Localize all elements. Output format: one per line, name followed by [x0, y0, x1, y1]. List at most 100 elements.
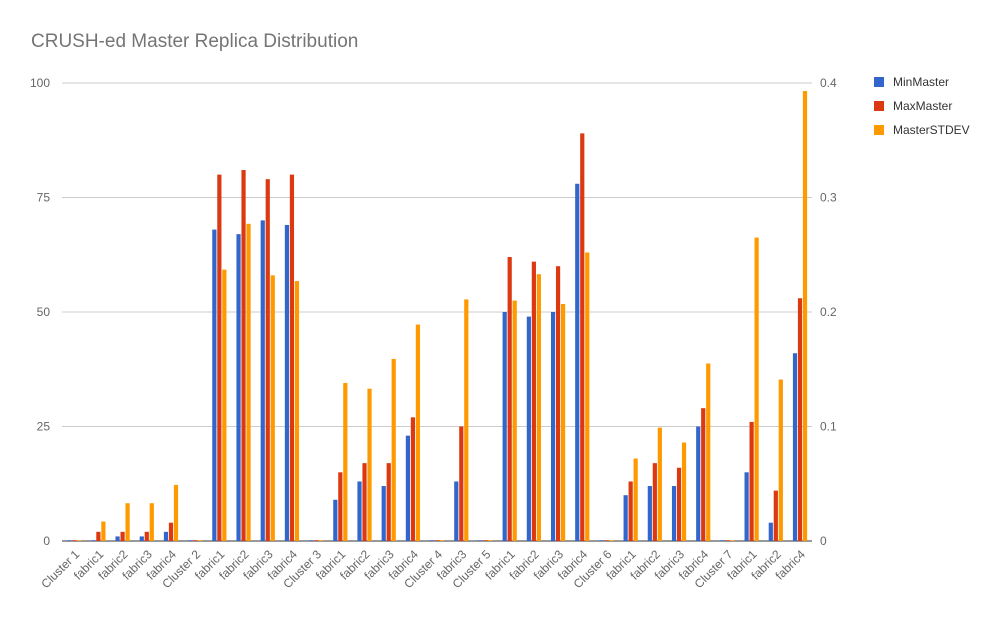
- bar-minmaster: [502, 312, 507, 541]
- bar-minmaster: [647, 486, 652, 541]
- bar-masterstdev: [681, 442, 687, 541]
- bar-masterstdev: [657, 427, 662, 541]
- bar-masterstdev: [319, 540, 324, 541]
- bar-minmaster: [163, 531, 169, 541]
- bar-minmaster: [720, 540, 725, 541]
- bar-maxmaster: [531, 261, 536, 541]
- bar-maxmaster: [701, 408, 706, 541]
- bar-masterstdev: [125, 503, 130, 541]
- bar-maxmaster: [217, 174, 222, 541]
- bar-masterstdev: [367, 388, 372, 541]
- bar-maxmaster: [459, 426, 464, 541]
- bar-masterstdev: [391, 358, 396, 541]
- bar-maxmaster: [797, 298, 803, 541]
- bar-masterstdev: [173, 484, 179, 541]
- bar-minmaster: [478, 540, 483, 541]
- bar-minmaster: [91, 540, 96, 541]
- bar-masterstdev: [222, 269, 227, 541]
- bar-minmaster: [696, 426, 701, 541]
- legend-swatch: [874, 101, 884, 111]
- bar-minmaster: [430, 540, 435, 541]
- y2-tick-label: 0.1: [820, 420, 837, 434]
- bar-minmaster: [212, 229, 217, 541]
- bar-maxmaster: [144, 531, 149, 541]
- bar-masterstdev: [754, 237, 759, 541]
- bar-minmaster: [381, 486, 386, 541]
- bar-masterstdev: [778, 379, 783, 541]
- bar-maxmaster: [168, 522, 174, 541]
- y2-tick-label: 0: [820, 534, 827, 548]
- bar-masterstdev: [440, 540, 445, 541]
- bar-masterstdev: [560, 303, 566, 541]
- bar-minmaster: [550, 312, 556, 541]
- bar-masterstdev: [464, 299, 469, 541]
- bar-masterstdev: [512, 300, 517, 541]
- bar-minmaster: [623, 495, 628, 541]
- bar-maxmaster: [725, 540, 730, 541]
- bar-minmaster: [115, 536, 120, 541]
- bar-maxmaster: [749, 421, 754, 541]
- bar-minmaster: [236, 234, 241, 541]
- bar-masterstdev: [488, 540, 493, 541]
- bar-minmaster: [260, 220, 265, 541]
- y2-tick-label: 0.3: [820, 191, 837, 205]
- bar-maxmaster: [314, 540, 319, 541]
- bar-minmaster: [792, 353, 798, 541]
- bar-masterstdev: [77, 540, 82, 541]
- y2-tick-label: 0.2: [820, 305, 837, 319]
- bar-maxmaster: [241, 170, 246, 541]
- bar-maxmaster: [362, 463, 367, 541]
- legend-label: MaxMaster: [893, 99, 952, 113]
- y-tick-label: 0: [43, 534, 50, 548]
- bar-minmaster: [357, 481, 362, 541]
- bar-masterstdev: [101, 521, 106, 541]
- chart-title: CRUSH-ed Master Replica Distribution: [31, 31, 359, 52]
- bar-minmaster: [526, 316, 531, 541]
- bar-masterstdev: [536, 274, 541, 541]
- bar-maxmaster: [96, 531, 101, 541]
- bar-maxmaster: [628, 481, 633, 541]
- bar-minmaster: [284, 224, 290, 542]
- y2-tick-label: 0.4: [820, 76, 837, 90]
- bar-maxmaster: [386, 463, 391, 541]
- bar-minmaster: [671, 486, 677, 541]
- bar-minmaster: [575, 183, 580, 541]
- bar-masterstdev: [730, 540, 735, 541]
- bar-minmaster: [744, 472, 749, 541]
- bar-maxmaster: [507, 257, 512, 541]
- y-tick-label: 100: [30, 76, 50, 90]
- legend-swatch: [874, 125, 884, 135]
- bar-minmaster: [333, 499, 338, 541]
- bar-masterstdev: [294, 281, 300, 541]
- legend-label: MinMaster: [893, 75, 949, 89]
- bar-maxmaster: [338, 472, 343, 541]
- bar-minmaster: [309, 540, 314, 541]
- bar-maxmaster: [410, 417, 416, 541]
- bar-masterstdev: [343, 382, 348, 541]
- bar-maxmaster: [265, 179, 270, 541]
- bar-masterstdev: [633, 458, 638, 541]
- bar-maxmaster: [483, 540, 488, 541]
- bar-maxmaster: [555, 266, 561, 541]
- legend-label: MasterSTDEV: [893, 123, 970, 137]
- bar-maxmaster: [652, 463, 657, 541]
- bar-maxmaster: [604, 540, 609, 541]
- bar-minmaster: [139, 536, 144, 541]
- bar-masterstdev: [585, 252, 590, 541]
- bar-minmaster: [454, 481, 459, 541]
- bar-masterstdev: [802, 91, 808, 541]
- bar-maxmaster: [72, 540, 77, 541]
- bar-maxmaster: [435, 540, 440, 541]
- y-tick-label: 75: [37, 191, 51, 205]
- bar-masterstdev: [415, 324, 421, 541]
- bar-masterstdev: [246, 223, 251, 541]
- bar-maxmaster: [289, 174, 295, 541]
- bar-masterstdev: [198, 540, 203, 541]
- bar-masterstdev: [706, 363, 711, 541]
- bar-maxmaster: [773, 490, 778, 541]
- bar-minmaster: [188, 540, 193, 541]
- bar-minmaster: [67, 540, 72, 541]
- bar-maxmaster: [120, 531, 125, 541]
- bar-masterstdev: [149, 503, 154, 541]
